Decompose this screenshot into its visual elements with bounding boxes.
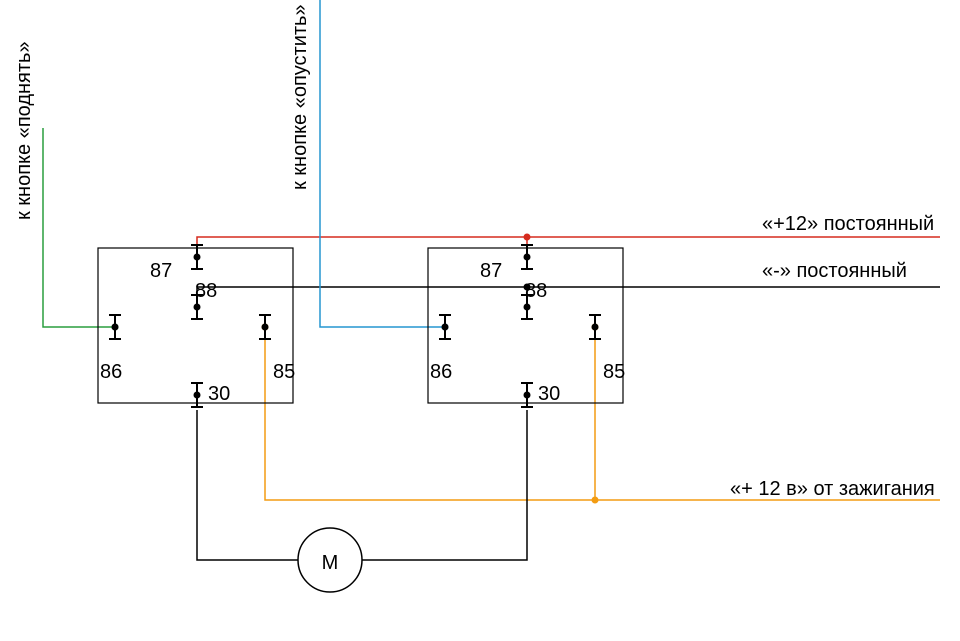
wire-black-main (197, 287, 940, 295)
relay-2-pin-30-label: 30 (538, 383, 560, 405)
relay-2-pin-85-dot (592, 324, 599, 331)
relay-1-pin-86-label: 86 (100, 361, 122, 383)
label-ignition: «+ 12 в» от зажигания (730, 478, 935, 500)
label-plus12: «+12» постоянный (762, 213, 934, 235)
label-raise: к кнопке «поднять» (13, 41, 35, 220)
label-minus: «-» постоянный (762, 260, 907, 282)
relay-1-pin-88-label: 88 (195, 280, 217, 302)
wire-blue (320, 0, 445, 327)
relay-2-pin-87-label: 87 (480, 260, 502, 282)
relay-2-pin-86-label: 86 (430, 361, 452, 383)
relay-1-pin-87-dot (194, 254, 201, 261)
relay-2-pin-87-dot (524, 254, 531, 261)
relay-1-pin-30-label: 30 (208, 383, 230, 405)
relay-2-pin-85-label: 85 (603, 361, 625, 383)
wire-orange-join-dot (592, 497, 599, 504)
wire-motor-right (362, 410, 527, 560)
motor-label: М (322, 552, 339, 574)
relay-1-pin-85-label: 85 (273, 361, 295, 383)
relay-1-pin-85-dot (262, 324, 269, 331)
relay-1-pin-30-dot (194, 392, 201, 399)
wire-green (43, 128, 115, 327)
relay-2-pin-86-dot (442, 324, 449, 331)
relay-1-pin-87-label: 87 (150, 260, 172, 282)
relay-2-pin-30-dot (524, 392, 531, 399)
wire-motor-left (197, 410, 298, 560)
relay-1-pin-88-dot (194, 304, 201, 311)
relay-2-pin-88-label: 88 (525, 280, 547, 302)
relay-1-pin-86-dot (112, 324, 119, 331)
wire-red-main (197, 237, 940, 245)
relay-2-pin-88-dot (524, 304, 531, 311)
label-lower: к кнопке «опустить» (289, 4, 311, 190)
wire-red-join-dot (524, 234, 531, 241)
